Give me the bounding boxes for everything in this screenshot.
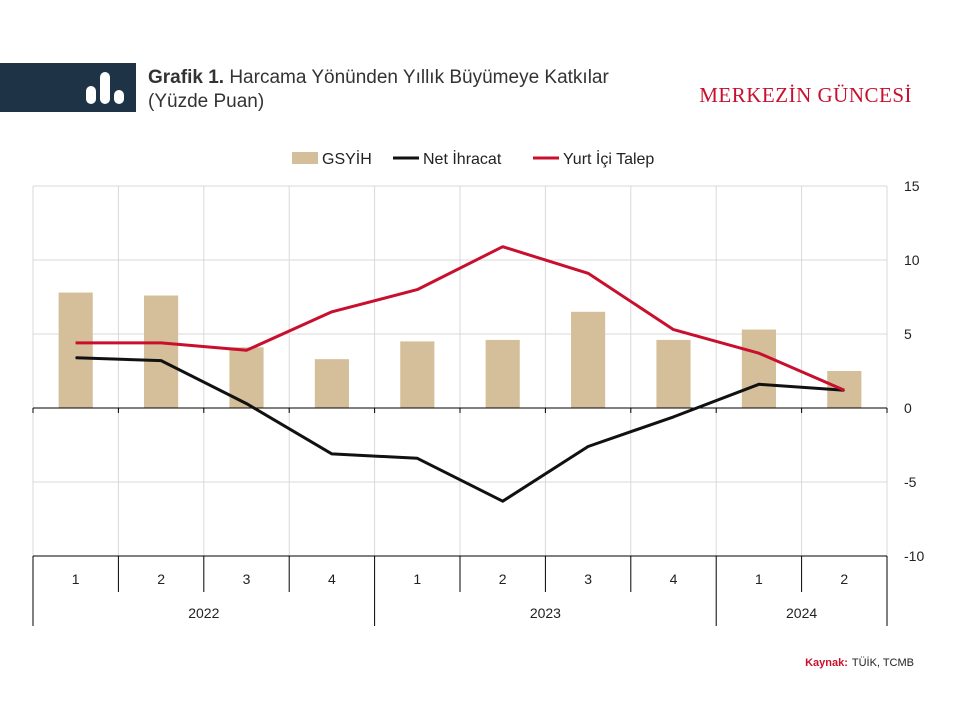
x-tick-label: 2	[840, 571, 848, 587]
chart-title: Grafik 1. Harcama Yönünden Yıllık Büyüme…	[148, 66, 708, 114]
data-point	[331, 453, 333, 455]
y-tick-label: -10	[904, 548, 924, 564]
source-label: Kaynak:	[805, 657, 848, 669]
source-note: Kaynak: TÜİK, TCMB	[690, 657, 914, 669]
bar	[485, 339, 520, 408]
title-band	[0, 63, 136, 112]
legend-net-export-text: Net İhracat	[423, 149, 502, 168]
bar	[314, 359, 349, 408]
data-point	[502, 246, 504, 248]
bar	[741, 329, 776, 408]
chart-title-number: Grafik 1.	[148, 67, 225, 88]
bar	[571, 311, 606, 408]
legend-domestic-demand-text: Yurt İçi Talep	[563, 149, 654, 168]
bar-chart-icon	[86, 72, 124, 104]
data-point	[587, 445, 589, 447]
bar	[656, 339, 691, 408]
data-point	[160, 360, 162, 362]
bar	[58, 292, 93, 408]
x-tick-label: 1	[72, 571, 80, 587]
data-point	[246, 349, 247, 351]
x-tick-label: 2	[157, 571, 165, 587]
data-point	[331, 311, 333, 313]
year-group-label: 2022	[188, 605, 219, 621]
y-tick-label: 15	[904, 178, 920, 194]
y-tick-label: -5	[904, 474, 917, 490]
year-group-label: 2023	[530, 605, 561, 621]
chart: 15 10 5 0 -5 -10 1 2 3 4 1 2 3 4 1 2 2022 2023 2024 GSYİH Ne…	[32, 149, 924, 626]
x-tick-label: 4	[328, 571, 336, 587]
data-point	[502, 500, 504, 502]
data-point	[758, 352, 760, 354]
year-group-label: 2024	[786, 605, 817, 621]
data-point	[758, 383, 760, 385]
x-tick-label: 3	[243, 571, 251, 587]
y-tick-label: 0	[904, 400, 912, 416]
brand-logo: MERKEZİN GÜNCESİ	[699, 83, 912, 107]
chart-title-main: Harcama Yönünden Yıllık Büyümeye Katkıla…	[229, 67, 609, 88]
series-line-domestic-demand	[75, 245, 845, 392]
source-text: TÜİK, TCMB	[851, 657, 914, 669]
data-point	[160, 342, 162, 344]
x-tick-label: 1	[413, 571, 421, 587]
series-line-net-export	[75, 356, 845, 503]
y-tick-label: 5	[904, 326, 912, 342]
bar	[400, 341, 435, 408]
bar	[144, 295, 179, 408]
x-tick-label: 2	[499, 571, 507, 587]
data-point	[416, 457, 418, 459]
y-tick-label: 10	[904, 252, 920, 268]
legend-gsyih-swatch	[292, 152, 318, 164]
data-point	[75, 342, 77, 344]
legend-gsyih-text: GSYİH	[322, 149, 372, 168]
x-tick-label: 3	[584, 571, 592, 587]
data-point	[673, 329, 674, 331]
x-tick-label: 4	[670, 571, 678, 587]
data-point	[246, 403, 247, 405]
data-point	[843, 389, 845, 391]
data-point	[416, 289, 418, 291]
x-tick-label: 1	[755, 571, 763, 587]
data-point	[75, 357, 77, 359]
chart-subtitle: (Yüzde Puan)	[148, 91, 265, 112]
data-point	[673, 416, 674, 418]
data-point	[587, 272, 589, 274]
